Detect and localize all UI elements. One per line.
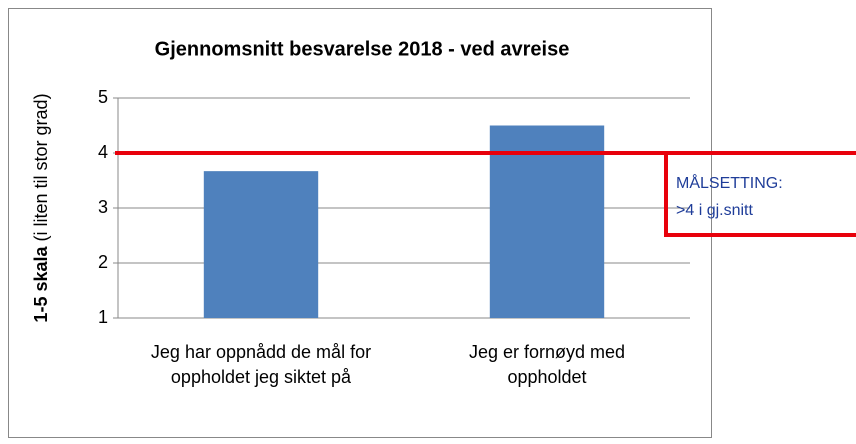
- y-axis-label-rest: (i liten til stor grad): [31, 93, 51, 241]
- annotation-box: [664, 153, 856, 237]
- y-tick-label: 2: [98, 252, 108, 272]
- bar: [203, 171, 319, 318]
- y-axis-label-bold: 1-5 skala: [31, 246, 51, 323]
- annotation-text: MÅLSETTING:: [676, 175, 783, 192]
- chart-title: Gjennomsnitt besvarelse 2018 - ved avrei…: [155, 38, 570, 60]
- y-tick-label: 5: [98, 87, 108, 107]
- bar: [489, 125, 605, 318]
- y-tick-label: 3: [98, 197, 108, 217]
- x-tick-label: Jeg er fornøyd med oppholdet: [468, 342, 626, 387]
- y-tick-label: 1: [98, 307, 108, 327]
- y-tick-label: 4: [98, 142, 108, 162]
- annotation-text: >4 i gj.snitt: [676, 202, 753, 219]
- x-tick-label: Jeg har oppnådd de mål for oppholdet jeg…: [150, 342, 372, 387]
- y-axis-label: 1-5 skala (i liten til stor grad): [31, 93, 51, 322]
